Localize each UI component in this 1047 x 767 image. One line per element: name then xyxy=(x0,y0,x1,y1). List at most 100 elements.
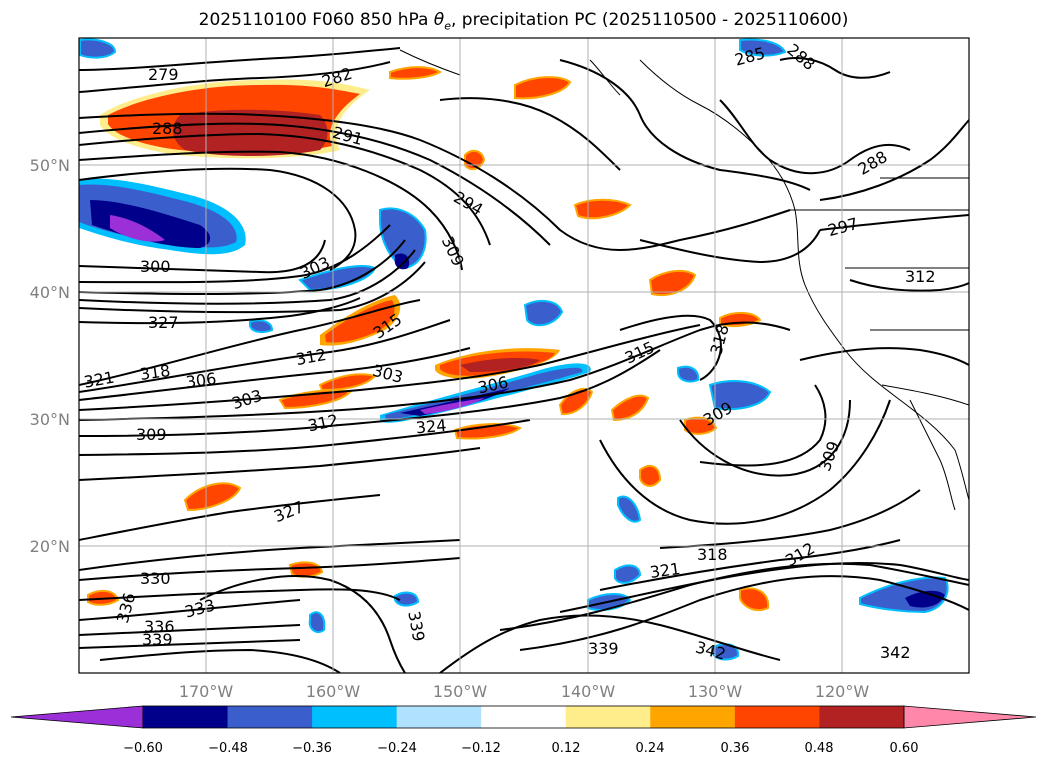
contour-line xyxy=(799,347,969,366)
contour-line xyxy=(659,489,921,549)
contour-line xyxy=(639,229,821,264)
precip-area xyxy=(648,269,697,296)
contour-line xyxy=(499,562,969,631)
colorbar-tick-label: −0.12 xyxy=(461,741,501,756)
precip-area xyxy=(308,611,326,634)
precip-area xyxy=(739,587,770,612)
contour-line xyxy=(79,319,451,393)
contour-line xyxy=(79,122,551,246)
contour-line xyxy=(79,447,481,481)
contour-line xyxy=(79,539,461,571)
contour-line xyxy=(79,47,401,71)
contour-line xyxy=(79,494,381,541)
border-line xyxy=(881,384,969,406)
contour-line xyxy=(779,57,891,79)
contour-line xyxy=(439,614,781,673)
contour-label: 288 xyxy=(152,119,183,138)
contour-line xyxy=(99,648,341,673)
lat-label-40n: 40°N xyxy=(30,283,70,302)
title-rest: , precipitation PC (2025110500 - 2025110… xyxy=(450,10,849,30)
contour-line xyxy=(819,214,969,231)
lat-label-20n: 20°N xyxy=(30,537,70,556)
lon-label-150w: 150°W xyxy=(433,682,488,701)
lon-label-140w: 140°W xyxy=(561,682,616,701)
coastline xyxy=(589,59,621,96)
precip-area xyxy=(318,373,377,392)
contour-line xyxy=(79,167,357,271)
precip-area xyxy=(79,38,117,59)
contour-line xyxy=(79,224,391,284)
colorbar-ticks: −0.60 −0.48 −0.36 −0.24 −0.12 0.12 0.24 … xyxy=(123,741,918,756)
colorbar-tick-label: 0.48 xyxy=(805,741,834,756)
coastline xyxy=(909,399,956,511)
title-main: 2025110100 F060 850 hPa xyxy=(198,10,434,30)
contour-line xyxy=(599,399,891,525)
precip-shading xyxy=(79,38,949,661)
colorbar-tick-label: −0.36 xyxy=(292,741,332,756)
colorbar-tick-label: −0.60 xyxy=(123,741,163,756)
contour-label: 279 xyxy=(148,65,179,84)
colorbar-tick-label: −0.24 xyxy=(377,741,417,756)
colorbar-tick-label: 0.12 xyxy=(552,741,581,756)
contour-label: 339 xyxy=(142,630,173,649)
lat-label-50n: 50°N xyxy=(30,156,70,175)
precip-area xyxy=(453,423,522,440)
contour-label: 306 xyxy=(185,369,218,392)
colorbar-segment xyxy=(227,706,313,728)
precip-area xyxy=(389,66,442,80)
title-theta-sub: e xyxy=(444,19,451,33)
precip-area xyxy=(614,564,642,584)
precip-area xyxy=(460,357,540,372)
chart-title: 2025110100 F060 850 hPa θe, precipitatio… xyxy=(0,10,1047,32)
contour-line xyxy=(79,150,463,271)
precip-area xyxy=(708,380,772,411)
contour-line xyxy=(79,299,421,386)
latitude-axis: 50°N 40°N 30°N 20°N xyxy=(30,156,70,556)
contour-label: 330 xyxy=(140,569,171,588)
precip-area xyxy=(183,482,242,512)
contour-line xyxy=(719,99,911,175)
contour-line xyxy=(79,132,491,246)
precip-area xyxy=(639,464,662,487)
contour-label: 300 xyxy=(140,257,171,276)
contour-line xyxy=(79,112,791,251)
contour-line xyxy=(79,639,301,649)
contour-line xyxy=(679,399,851,477)
precip-area xyxy=(523,299,564,327)
contour-line xyxy=(79,249,416,305)
contour-label: 318 xyxy=(697,545,728,564)
contour-line xyxy=(79,588,401,601)
precip-area xyxy=(110,215,165,242)
colorbar-tick-label: 0.24 xyxy=(636,741,665,756)
contour-line xyxy=(79,347,471,401)
contour-line xyxy=(559,562,969,613)
contour-line xyxy=(79,261,426,314)
precip-area xyxy=(394,591,420,607)
precip-area xyxy=(558,387,594,416)
colorbar-tick-label: −0.48 xyxy=(208,741,248,756)
lon-label-130w: 130°W xyxy=(688,682,743,701)
colorbar-segment xyxy=(819,706,905,728)
precip-area xyxy=(739,38,787,57)
colorbar-tick-label: 0.36 xyxy=(721,741,750,756)
coastline xyxy=(399,49,461,76)
colorbar-segment xyxy=(312,706,398,728)
contour-label: 321 xyxy=(649,559,682,582)
contour-line xyxy=(819,119,969,201)
contour-label: 339 xyxy=(588,639,619,658)
precip-area xyxy=(514,76,572,100)
colorbar-segment xyxy=(481,706,567,728)
precip-area xyxy=(90,200,211,248)
precip-area xyxy=(394,253,410,270)
precip-area xyxy=(617,495,642,523)
colorbar-segment xyxy=(565,706,651,728)
lon-label-120w: 120°W xyxy=(815,682,870,701)
longitude-axis: 170°W 160°W 150°W 140°W 130°W 120°W xyxy=(179,682,870,701)
colorbar-segment xyxy=(396,706,482,728)
contour-label: 324 xyxy=(415,416,447,438)
precip-area xyxy=(288,561,324,578)
contour-line xyxy=(699,384,827,467)
contour-line xyxy=(79,61,391,93)
colorbar-segment xyxy=(734,706,820,728)
